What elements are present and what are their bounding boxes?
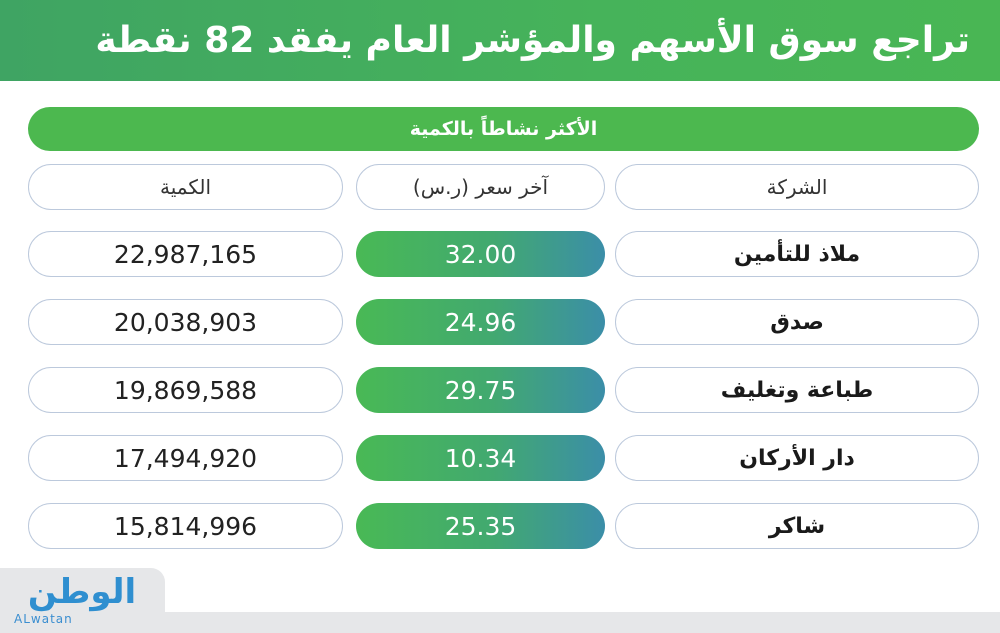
column-header-quantity: الكمية [28,164,343,210]
column-header-company: الشركة [615,164,979,210]
row-1-company: ملاذ للتأمين [615,231,979,277]
alwatan-logo-english: ALwatan [14,612,73,626]
row-1-quantity: 22,987,165 [28,231,343,277]
footer-bar [0,612,1000,633]
row-4-price: 10.34 [356,435,605,481]
alwatan-logo: الوطن [27,572,137,612]
section-banner: الأكثر نشاطاً بالكمية [28,107,979,151]
row-2-quantity: 20,038,903 [28,299,343,345]
row-5-quantity: 15,814,996 [28,503,343,549]
row-3-price: 29.75 [356,367,605,413]
row-2-price: 24.96 [356,299,605,345]
column-header-last-price: آخر سعر (ر.س) [356,164,605,210]
row-3-company: طباعة وتغليف [615,367,979,413]
logo-background [0,568,165,633]
header-bar: تراجع سوق الأسهم والمؤشر العام يفقد 82 ن… [0,0,1000,81]
row-5-company: شاكر [615,503,979,549]
row-3-quantity: 19,869,588 [28,367,343,413]
row-4-quantity: 17,494,920 [28,435,343,481]
page-title: تراجع سوق الأسهم والمؤشر العام يفقد 82 ن… [95,20,970,61]
row-1-price: 32.00 [356,231,605,277]
row-2-company: صدق [615,299,979,345]
row-4-company: دار الأركان [615,435,979,481]
row-5-price: 25.35 [356,503,605,549]
